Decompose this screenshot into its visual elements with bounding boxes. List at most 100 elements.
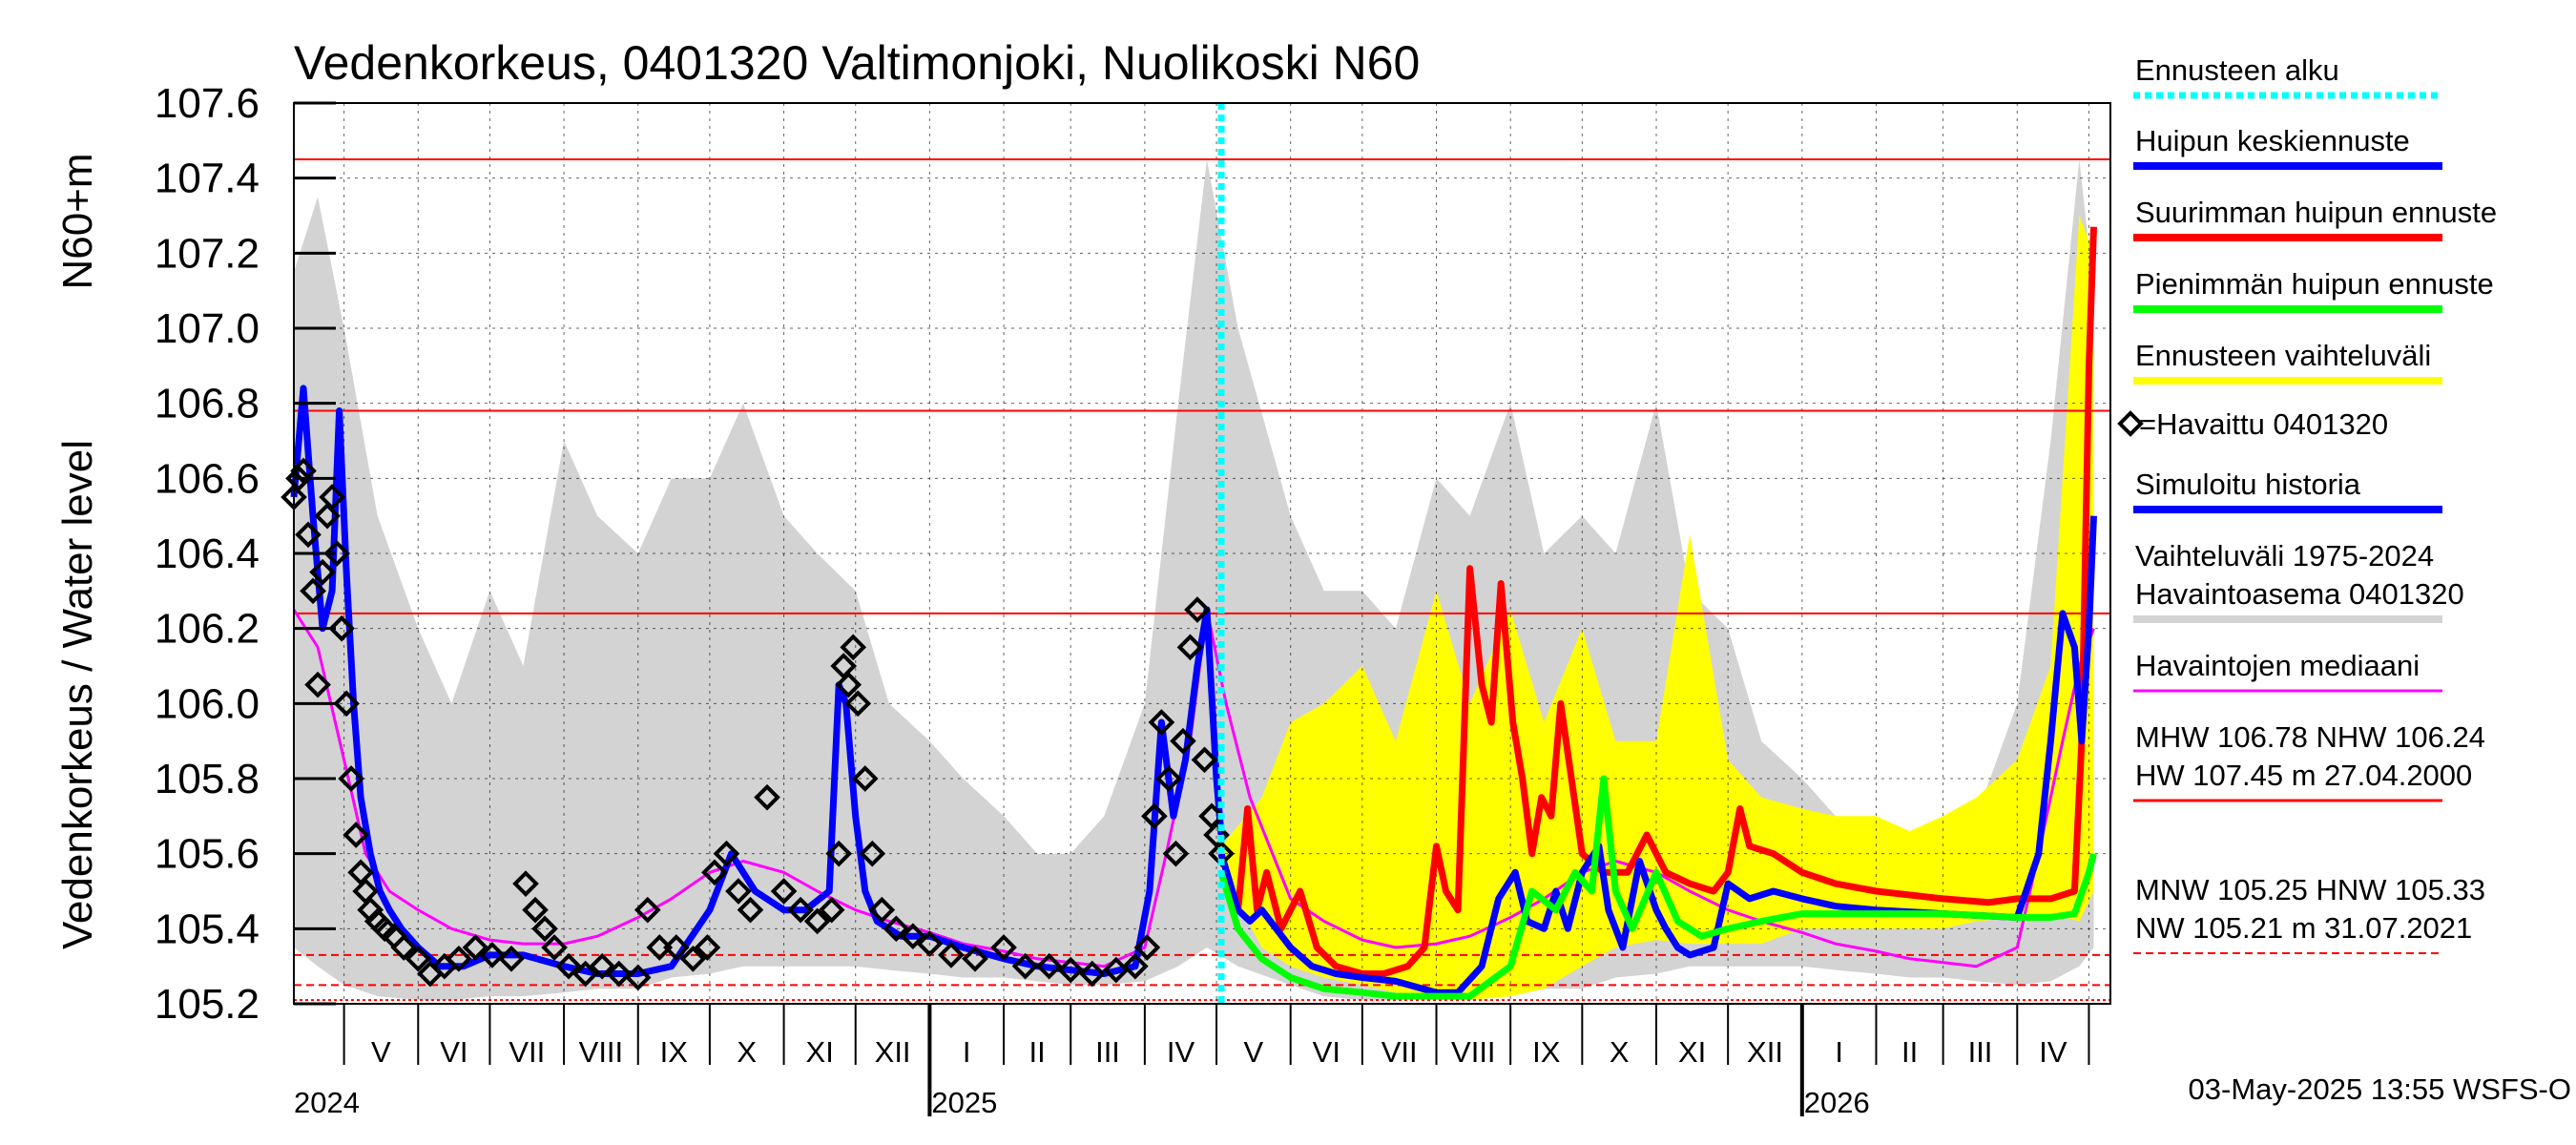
observed-point bbox=[290, 457, 317, 485]
x-month-label-6: XI bbox=[806, 1035, 834, 1069]
legend-label: =Havaittu 0401320 bbox=[2139, 407, 2388, 441]
observed-point bbox=[1191, 746, 1218, 774]
observed-point bbox=[605, 960, 633, 988]
observed-point bbox=[1184, 596, 1211, 623]
legend-label-2: NW 105.21 m 31.07.2021 bbox=[2135, 911, 2472, 945]
legend-item-1: Huipun keskiennuste bbox=[2133, 124, 2442, 170]
observed-point bbox=[390, 934, 418, 961]
observed-point bbox=[803, 907, 831, 935]
observed-point bbox=[589, 952, 616, 980]
observed-point bbox=[938, 942, 965, 968]
legend-item-3: Pienimmän huipun ennuste bbox=[2133, 267, 2494, 313]
observed-point bbox=[512, 870, 539, 897]
observed-point bbox=[851, 765, 879, 792]
observed-point bbox=[916, 930, 944, 957]
legend-label-2: HW 107.45 m 27.04.2000 bbox=[2135, 759, 2472, 792]
observed-point bbox=[900, 923, 926, 950]
y-tick-label-4: 106.0 bbox=[155, 680, 260, 727]
observed-point bbox=[285, 465, 312, 492]
observed-point bbox=[835, 671, 862, 698]
y-tick-label-3: 105.8 bbox=[155, 756, 260, 802]
observed-point bbox=[787, 896, 814, 924]
x-month-label-16: IX bbox=[1532, 1035, 1561, 1069]
legend-label: MHW 106.78 NHW 106.24 bbox=[2135, 720, 2485, 754]
observed-point bbox=[1162, 840, 1190, 867]
observed-point bbox=[725, 878, 752, 905]
legend-label: Pienimmän huipun ennuste bbox=[2135, 267, 2494, 301]
observed-point bbox=[304, 671, 331, 698]
y-tick-label-12: 107.6 bbox=[155, 80, 260, 127]
observed-point bbox=[319, 484, 345, 510]
observed-point bbox=[555, 952, 582, 980]
observed-point bbox=[1078, 960, 1106, 988]
observed-point bbox=[295, 521, 322, 549]
observed-point bbox=[883, 915, 910, 943]
x-month-label-15: VIII bbox=[1451, 1035, 1496, 1069]
observed-point bbox=[446, 945, 472, 972]
legend-item-6: Simuloitu historia bbox=[2133, 468, 2442, 513]
legend-label: Havaintojen mediaani bbox=[2135, 649, 2420, 682]
observed-point bbox=[1011, 952, 1039, 980]
x-month-label-8: I bbox=[963, 1035, 971, 1069]
legend-marker-icon bbox=[2117, 410, 2144, 437]
legend-item-5: =Havaittu 0401320 bbox=[2117, 407, 2388, 441]
series-line-2 bbox=[1217, 226, 2097, 977]
x-month-label-7: XII bbox=[875, 1035, 911, 1069]
observed-point bbox=[333, 690, 360, 718]
x-month-label-18: XI bbox=[1678, 1035, 1706, 1069]
observed-point bbox=[479, 942, 506, 968]
observed-point bbox=[962, 945, 988, 972]
observed-point bbox=[309, 558, 336, 586]
observed-point bbox=[737, 896, 764, 924]
y-tick-label-9: 107.0 bbox=[155, 305, 260, 352]
legend-label: Ennusteen alku bbox=[2135, 53, 2339, 87]
observed-point bbox=[300, 577, 326, 605]
x-month-label-22: III bbox=[1968, 1035, 1993, 1069]
y-axis-label-inner: N60+m bbox=[54, 153, 101, 289]
observed-point bbox=[323, 540, 350, 567]
x-month-label-4: IX bbox=[660, 1035, 689, 1069]
observed-point bbox=[701, 859, 728, 886]
y-tick-label-8: 106.8 bbox=[155, 381, 260, 427]
legend-label: Vaihteluväli 1975-2024 bbox=[2135, 539, 2434, 572]
x-month-label-20: I bbox=[1835, 1035, 1843, 1069]
observed-point bbox=[1057, 956, 1085, 984]
observed-point bbox=[818, 896, 845, 924]
chart-title: Vedenkorkeus, 0401320 Valtimonjoki, Nuol… bbox=[294, 36, 1420, 90]
x-month-label-9: II bbox=[1028, 1035, 1045, 1069]
y-tick-label-1: 105.4 bbox=[155, 906, 260, 952]
x-year-label-0: 2024 bbox=[294, 1086, 360, 1119]
observed-point bbox=[624, 964, 652, 991]
y-tick-label-10: 107.2 bbox=[155, 230, 260, 277]
legend: Ennusteen alku Huipun keskiennuste Suurimm… bbox=[2117, 53, 2497, 954]
y-tick-label-2: 105.6 bbox=[155, 831, 260, 878]
observed-point bbox=[338, 765, 364, 792]
y-axis: 105.2 105.4 105.6 105.8 106.0 106.2 106.4 106.6… bbox=[155, 80, 336, 1028]
observed-point bbox=[754, 783, 780, 811]
plot-area bbox=[280, 102, 2111, 1005]
legend-item-10: MNW 105.25 HNW 105.33 NW 105.21 m 31.07.2… bbox=[2133, 873, 2485, 954]
legend-label: Huipun keskiennuste bbox=[2135, 124, 2410, 157]
observed-point bbox=[1133, 934, 1161, 961]
x-month-label-5: X bbox=[737, 1035, 757, 1069]
observed-point bbox=[1176, 634, 1204, 661]
observed-point bbox=[679, 945, 707, 972]
y-axis-label-outer: Vedenkorkeus / Water level bbox=[54, 440, 101, 949]
observed-point bbox=[990, 934, 1017, 961]
x-month-label-13: VI bbox=[1313, 1035, 1340, 1069]
legend-item-8: Havaintojen mediaani bbox=[2133, 649, 2442, 693]
x-month-label-1: VI bbox=[440, 1035, 467, 1069]
observed-point bbox=[634, 896, 661, 924]
series-line-1 bbox=[290, 385, 1225, 977]
observed-point bbox=[868, 896, 896, 924]
observed-point bbox=[328, 614, 355, 642]
x-month-label-10: III bbox=[1095, 1035, 1120, 1069]
observed-point bbox=[1141, 802, 1168, 830]
y-tick-label-7: 106.6 bbox=[155, 455, 260, 502]
x-month-label-11: IV bbox=[1167, 1035, 1195, 1069]
y-tick-label-0: 105.2 bbox=[155, 981, 260, 1028]
series-lines bbox=[290, 226, 2097, 1000]
x-year-label-1: 2025 bbox=[931, 1086, 997, 1119]
legend-item-4: Ennusteen vaihteluväli bbox=[2133, 339, 2442, 385]
